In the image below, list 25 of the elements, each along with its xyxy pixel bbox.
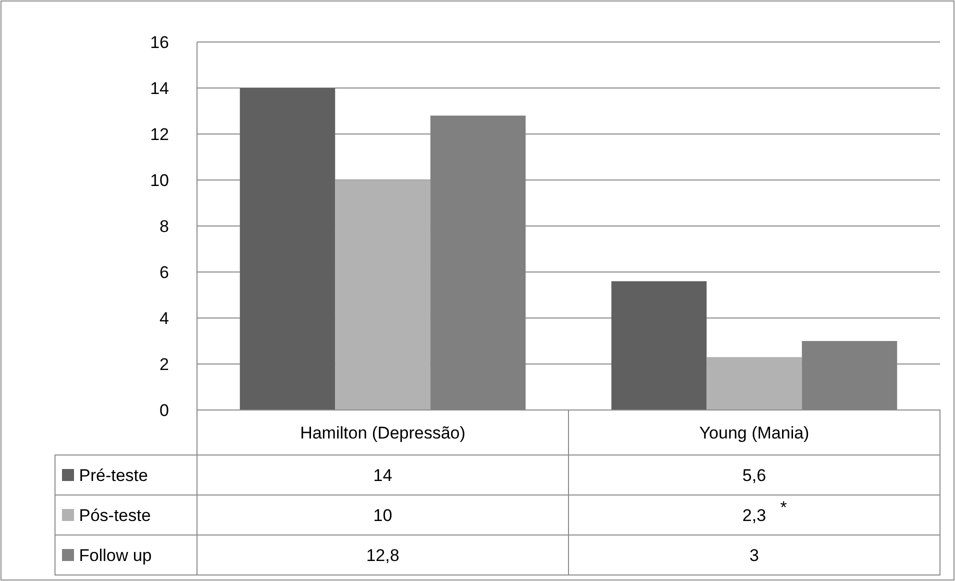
legend-label: Pré-teste: [79, 466, 148, 485]
data-label: 14: [373, 466, 392, 485]
y-tick-label: 0: [160, 400, 169, 420]
text: *: [780, 498, 788, 517]
x-tick-label: Hamilton (Depressão): [300, 423, 466, 442]
y-tick-label: 8: [160, 216, 169, 236]
y-tick-label: 6: [160, 262, 169, 282]
y-tick-label: 4: [160, 308, 169, 328]
bar: [611, 281, 707, 410]
data-label: 12,8: [366, 546, 400, 565]
data-label: 2,3: [742, 506, 766, 525]
legend-label: Pós-teste: [79, 506, 151, 525]
data-label: 5,6: [742, 466, 766, 485]
x-tick-label: Young (Mania): [699, 423, 810, 442]
bar: [240, 88, 336, 410]
bar: [706, 357, 802, 410]
y-tick-label: 14: [150, 78, 169, 98]
y-tick-label: 10: [150, 170, 169, 190]
y-tick-label: 16: [150, 32, 169, 52]
data-label: 10: [373, 506, 392, 525]
data-label: 3: [750, 546, 759, 565]
y-tick-label: 2: [160, 354, 169, 374]
y-tick-label: 12: [150, 124, 169, 144]
legend-label: Follow up: [79, 546, 152, 565]
bar: [335, 180, 430, 410]
